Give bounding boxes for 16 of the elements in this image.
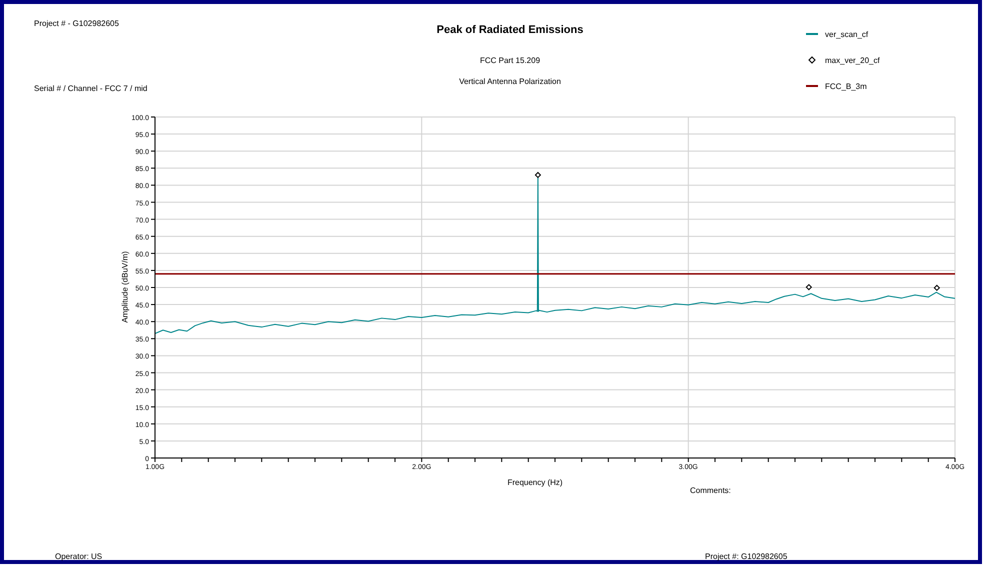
legend-label: ver_scan_cf (825, 30, 868, 38)
y-axis-title: Amplitude (dBuV/m) (120, 251, 130, 323)
point (934, 284, 940, 291)
legend-label: max_ver_20_cf (825, 56, 880, 64)
text: Comments: (690, 486, 731, 495)
x-axis-title: Frequency (Hz) (506, 478, 564, 487)
text: Operator: US (55, 552, 102, 561)
legend-label: FCC_B_3m (825, 82, 867, 90)
point (534, 172, 541, 178)
text: Project # - G102982605 (34, 19, 119, 28)
text: Serial # / Channel - FCC 7 / mid (34, 84, 148, 93)
text: Vertical Antenna Polarization (458, 77, 562, 86)
chart-subtitle: FCC Part 15.209 (478, 56, 542, 65)
text: Project #: G102982605 (705, 552, 788, 561)
chart-title: Peak of Radiated Emissions (436, 24, 584, 36)
point (806, 284, 812, 290)
